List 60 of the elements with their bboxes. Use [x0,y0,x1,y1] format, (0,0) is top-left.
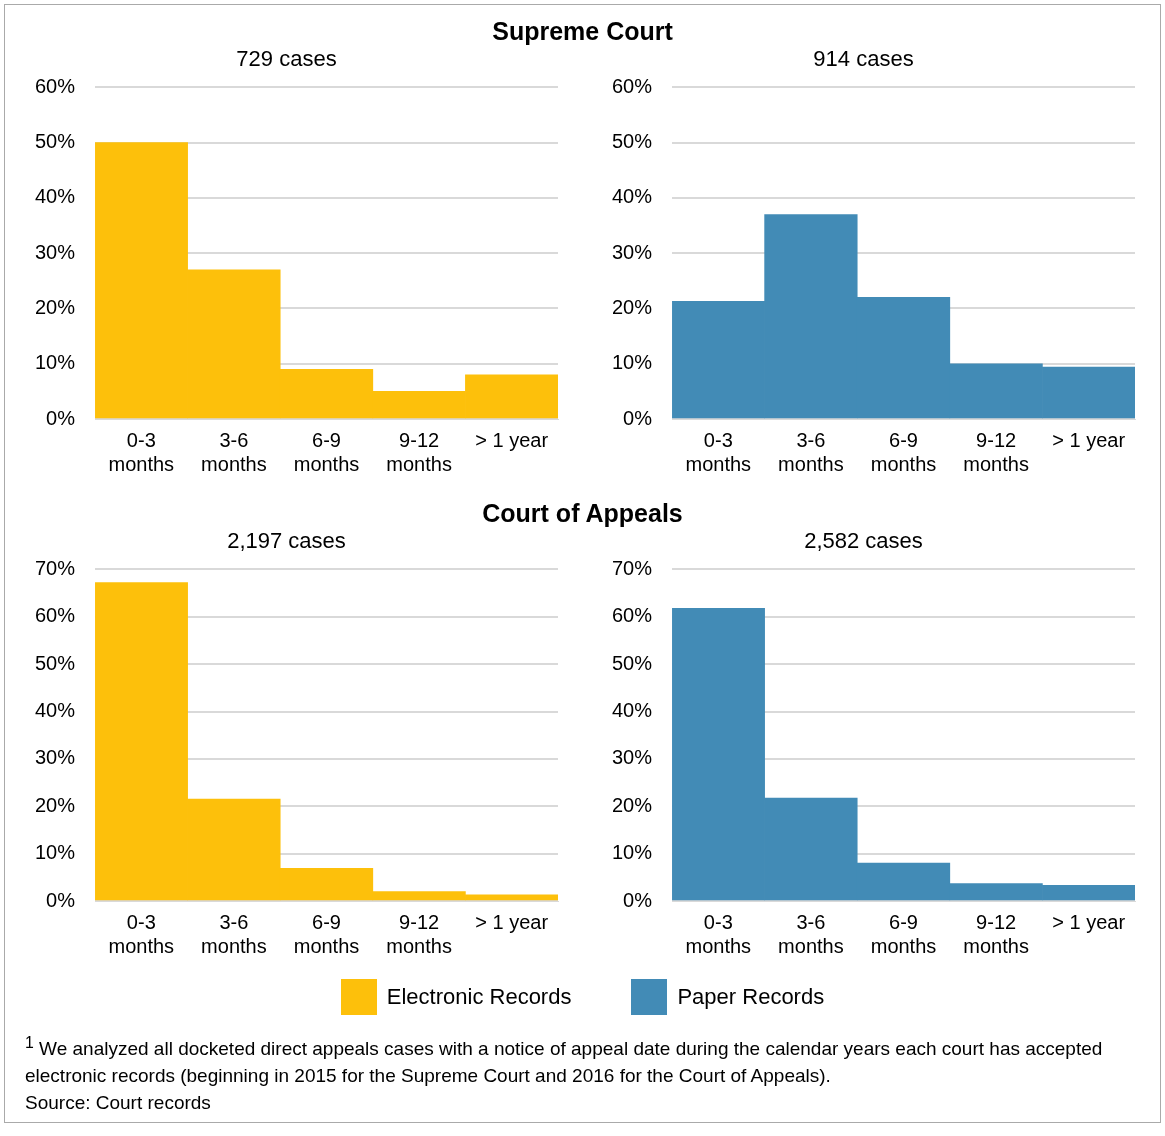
y-tick-label: 60% [612,74,653,97]
chart-title: Supreme Court [491,17,674,47]
y-tick-label: 10% [612,841,653,864]
x-tick-label: > 1 year [1052,910,1126,933]
y-tick-label: 10% [612,351,653,374]
y-tick-label: 40% [612,699,653,722]
y-tick-label: 70% [35,556,76,579]
y-tick-label: 30% [35,240,76,263]
y-tick-label: 20% [612,295,653,318]
x-tick-label: 0-3 months [108,910,175,957]
source-note: Source: Court records [24,1091,212,1116]
y-tick-label: 30% [35,746,76,769]
y-tick-label: 50% [35,130,76,153]
x-tick-label: 9-12 months [963,910,1029,957]
y-tick-label: 60% [612,604,653,627]
y-tick-label: 60% [35,604,76,627]
y-tick-label: 0% [623,888,653,911]
y-tick-label: 50% [35,651,76,674]
x-tick-label: 9-12 months [386,910,452,957]
chart-title: Court of Appeals [481,499,684,529]
y-tick-label: 50% [612,651,653,674]
chart-subtitle: 729 cases [236,46,337,72]
x-tick-label: 3-6 months [778,910,844,957]
x-tick-label: 9-12 months [386,428,452,475]
y-tick-label: 50% [612,130,653,153]
x-tick-label: 6-9 months [870,910,937,957]
x-tick-label: 6-9 months [293,428,360,475]
y-tick-label: 40% [612,185,653,208]
x-tick-label: 0-3 months [685,910,752,957]
y-tick-label: 10% [35,841,76,864]
text: $^{1}$ We analyzed all docketed direct appeals cases with a notice of appeal date during the calendar years each court has accepted electronic records (beginning in 2015 for the Supreme Court and 2016 for the Court of Appeals). [24,1033,1104,1089]
legend-label: Paper Records [677,984,825,1010]
x-tick-label: 3-6 months [778,428,844,475]
x-tick-label: > 1 year [475,428,549,451]
x-tick-label: 0-3 months [685,428,752,475]
x-tick-label: 6-9 months [870,428,937,475]
x-tick-label: > 1 year [1052,428,1126,451]
x-tick-label: > 1 year [475,910,549,933]
y-tick-label: 10% [35,351,76,374]
x-tick-label: 0-3 months [108,428,175,475]
y-tick-label: 40% [35,185,76,208]
chart-subtitle: 2,197 cases [227,528,346,554]
x-tick-label: 3-6 months [201,910,267,957]
y-tick-label: 70% [612,556,653,579]
legend-label: Electronic Records [386,984,572,1010]
chart-subtitle: 914 cases [813,46,914,72]
x-tick-label: 9-12 months [963,428,1029,475]
y-tick-label: 0% [623,406,653,429]
y-tick-label: 20% [35,295,76,318]
y-tick-label: 0% [46,406,76,429]
x-tick-label: 6-9 months [293,910,360,957]
y-tick-label: 40% [35,699,76,722]
y-tick-label: 0% [46,888,76,911]
y-tick-label: 60% [35,74,76,97]
chart-subtitle: 2,582 cases [804,528,923,554]
y-tick-label: 20% [35,793,76,816]
x-tick-label: 3-6 months [201,428,267,475]
y-tick-label: 30% [612,746,653,769]
y-tick-label: 30% [612,240,653,263]
y-tick-label: 20% [612,793,653,816]
